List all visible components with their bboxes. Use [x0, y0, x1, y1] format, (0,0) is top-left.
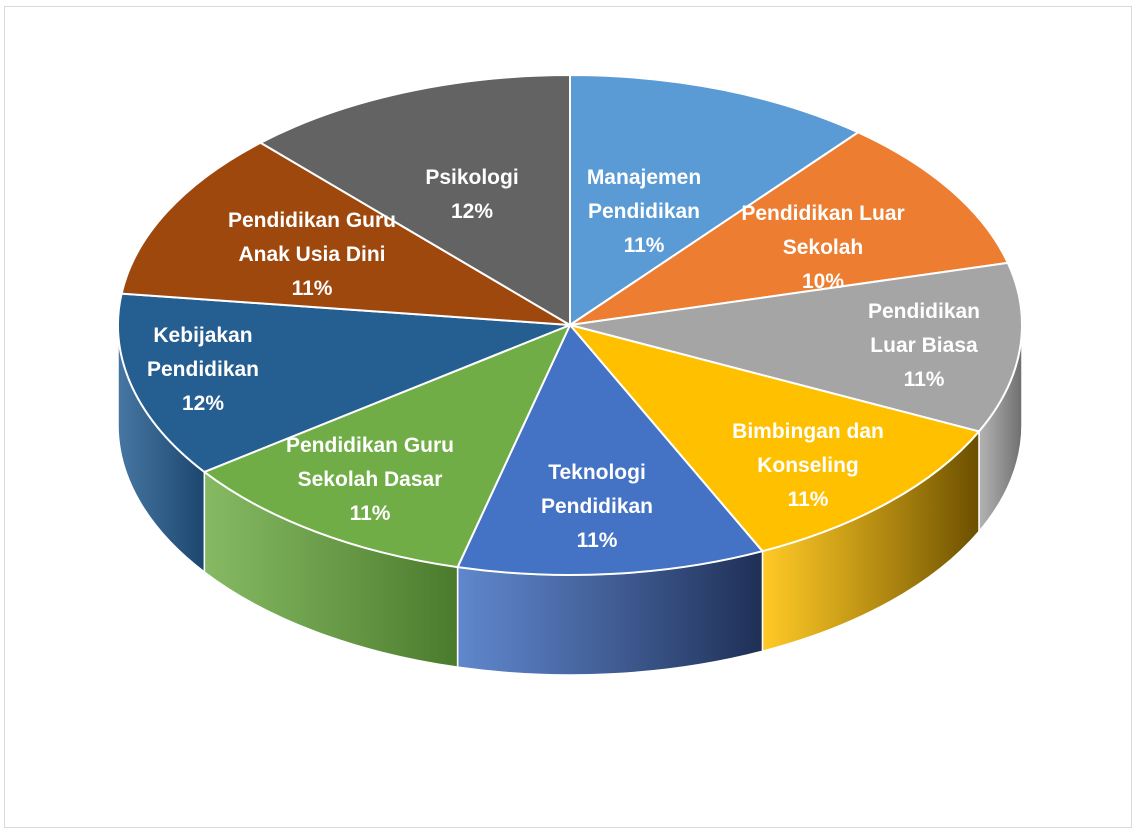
slice-pendidikan-guru-sekolah-dasar: [203, 324, 571, 569]
slice-pendidikan-guru-anak-usia-dini: [120, 141, 571, 326]
data-label-pendidikan-guru-sekolah-dasar: Pendidikan Guru Sekolah Dasar 11%: [286, 434, 454, 525]
slice-pendidikan-luar-biasa: [569, 261, 1023, 433]
slice-kebijakan-pendidikan: [117, 292, 571, 473]
data-label-teknologi-pendidikan: Teknologi Pendidikan 11%: [541, 461, 653, 552]
data-label-kebijakan-pendidikan: Kebijakan Pendidikan 12%: [147, 324, 259, 415]
data-label-pendidikan-luar-biasa: Pendidikan Luar Biasa 11%: [868, 300, 980, 391]
slice-bimbingan-dan-konseling: [569, 324, 980, 553]
data-label-bimbingan-dan-konseling: Bimbingan dan Konseling 11%: [732, 420, 884, 511]
data-label-psikologi: Psikologi 12%: [425, 166, 518, 223]
slice-psikologi: [259, 74, 571, 326]
slice-pendidikan-luar-sekolah: [569, 131, 1009, 326]
data-label-pendidikan-luar-sekolah: Pendidikan Luar Sekolah 10%: [741, 202, 904, 293]
slice-manajemen-pendidikan: [569, 74, 860, 326]
data-label-manajemen-pendidikan: Manajemen Pendidikan 11%: [587, 166, 701, 257]
slice-teknologi-pendidikan: [456, 324, 764, 576]
data-label-pendidikan-guru-anak-usia-dini: Pendidikan Guru Anak Usia Dini 11%: [228, 209, 396, 300]
